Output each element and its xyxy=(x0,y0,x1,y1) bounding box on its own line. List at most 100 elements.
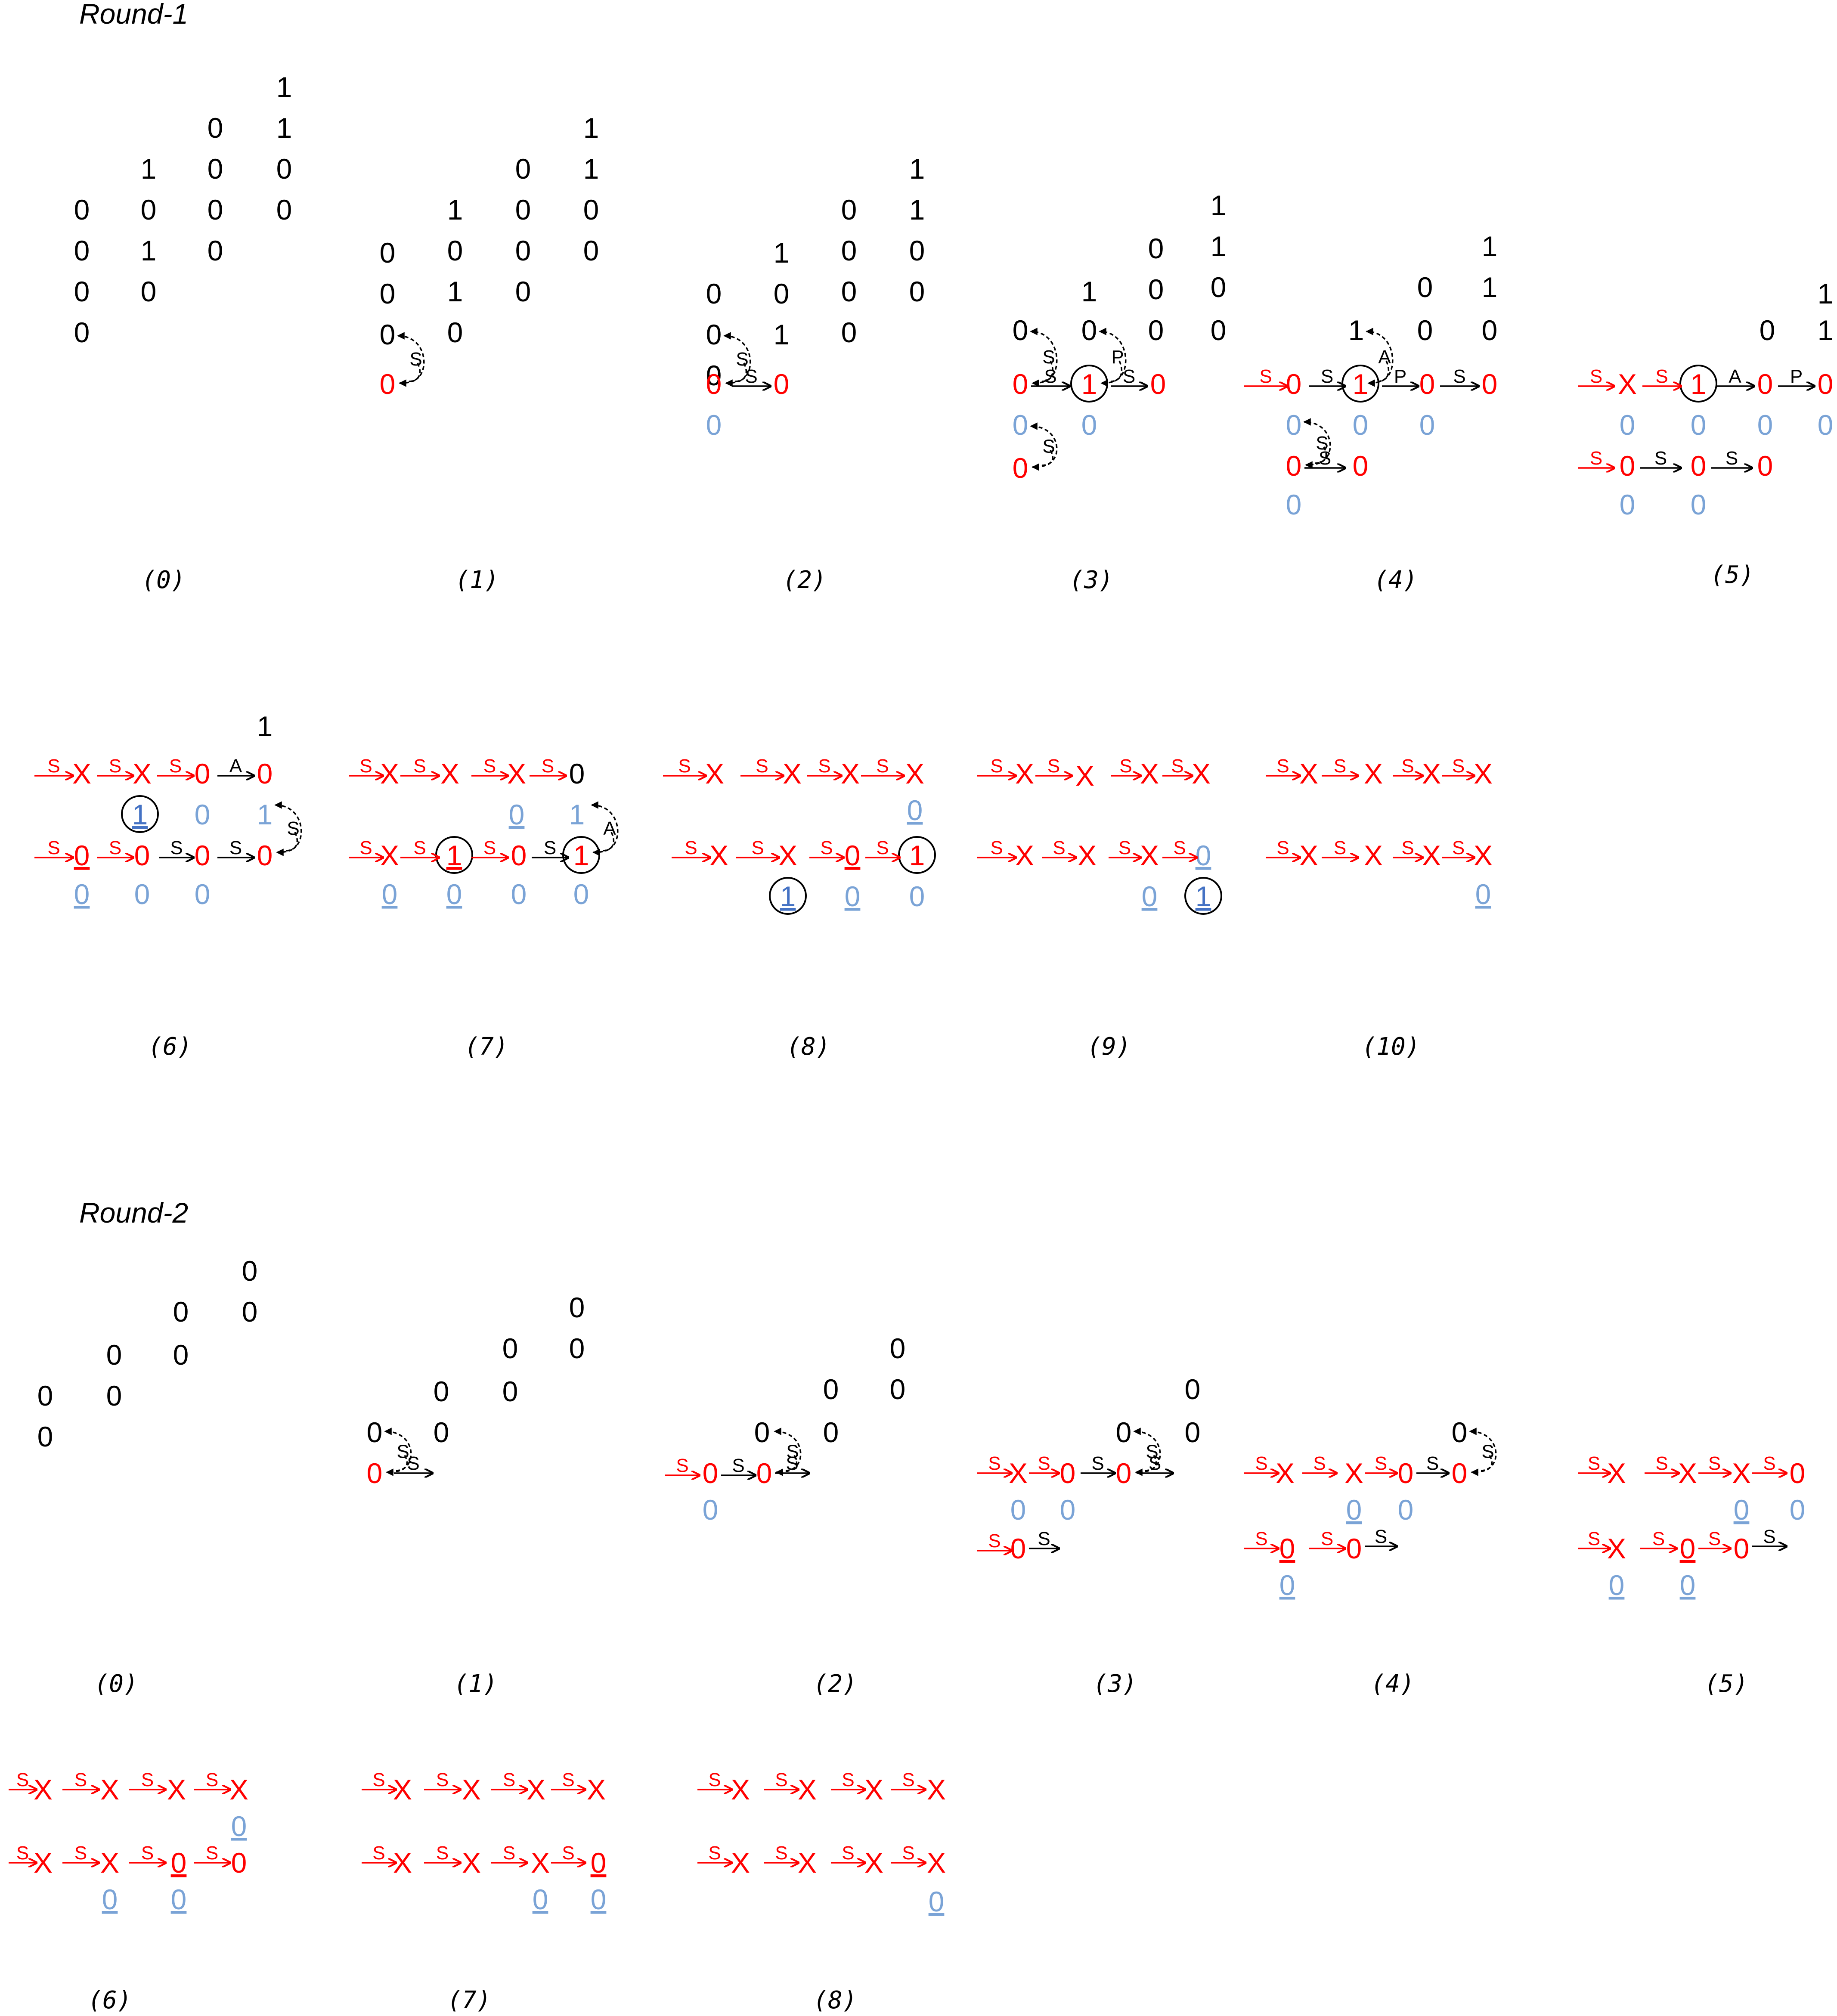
bit-cell: 0 xyxy=(195,878,211,910)
bit-cell: 0 xyxy=(1346,1533,1362,1564)
shift-label: S xyxy=(708,1769,721,1790)
bit-cell: 0 xyxy=(74,235,90,266)
bit-cell: 0 xyxy=(382,878,398,910)
shift-label: S xyxy=(1321,1528,1333,1549)
bit-cell: 0 xyxy=(1620,489,1636,520)
bit-cell: 0 xyxy=(909,880,925,912)
shift-label: S xyxy=(413,837,426,858)
bit-cell: 0 xyxy=(1150,368,1166,400)
bit-cell: 1 xyxy=(276,71,292,103)
bit-cell: 0 xyxy=(208,112,223,144)
bit-cell: X xyxy=(1192,758,1211,790)
bit-cell: 0 xyxy=(511,839,527,871)
bit-cell: 0 xyxy=(502,1375,518,1407)
shift-label: S xyxy=(1652,1528,1665,1549)
shift-label: S xyxy=(1588,1453,1600,1474)
shift-label: S xyxy=(1763,1526,1775,1547)
bit-cell: 0 xyxy=(1148,273,1164,305)
bit-cell: 1 xyxy=(1081,276,1097,307)
loop-arrow xyxy=(274,801,302,852)
bit-cell: 0 xyxy=(1680,1569,1696,1601)
bit-cell: 1 xyxy=(909,153,925,185)
bit-cell: X xyxy=(1140,839,1159,871)
shift-label: S xyxy=(988,1530,1001,1551)
shift-label: S xyxy=(562,1843,574,1864)
bit-cell: 0 xyxy=(257,839,273,871)
bit-cell: 0 xyxy=(1790,1457,1806,1489)
bit-cell: 0 xyxy=(380,368,396,400)
bit-cell: X xyxy=(380,758,399,790)
bit-cell: 1 xyxy=(1081,368,1097,400)
bit-cell: X xyxy=(587,1774,606,1805)
bit-cell: X xyxy=(778,839,797,871)
shift-label: S xyxy=(1590,448,1602,469)
shift-label: S xyxy=(1725,448,1738,469)
bit-cell: 0 xyxy=(1148,232,1164,264)
bit-cell: 1 xyxy=(1348,314,1364,346)
bit-cell: 0 xyxy=(195,839,211,871)
shift-label: S xyxy=(397,1441,409,1462)
bit-cell: 0 xyxy=(569,1332,585,1364)
shift-label: S xyxy=(1453,366,1465,387)
shift-label: S xyxy=(483,756,496,777)
bit-cell: 0 xyxy=(1734,1494,1750,1526)
round-1-step-caption: (9) xyxy=(1087,1033,1131,1061)
bit-cell: 0 xyxy=(591,1847,607,1879)
bit-cell: 0 xyxy=(231,1810,247,1842)
bit-cell: X xyxy=(462,1774,481,1805)
bit-cell: 0 xyxy=(380,278,396,310)
loop-arrow xyxy=(386,1455,408,1476)
bit-cell: 1 xyxy=(1818,278,1834,310)
shift-label: S xyxy=(676,1455,688,1476)
loop-arrow xyxy=(1471,1455,1493,1476)
bit-cell: 0 xyxy=(1081,409,1097,441)
bit-cell: 0 xyxy=(1196,839,1211,871)
shift-label: S xyxy=(47,756,60,777)
shift-label: S xyxy=(775,1769,787,1790)
bit-cell: 0 xyxy=(841,316,857,348)
bit-cell: 0 xyxy=(823,1373,839,1405)
round-2-step-caption: (2) xyxy=(813,1670,857,1698)
shift-label: S xyxy=(1255,1453,1267,1474)
bit-cell: X xyxy=(72,758,91,790)
bit-cell: X xyxy=(1299,758,1318,790)
shift-label: S xyxy=(562,1769,574,1790)
shift-label: S xyxy=(141,1843,154,1864)
shift-label: S xyxy=(1321,366,1333,387)
focus-circle xyxy=(1184,877,1222,915)
bit-cell: 1 xyxy=(583,153,599,185)
bit-cell: X xyxy=(527,1774,545,1805)
bit-cell: 0 xyxy=(1010,1494,1026,1526)
bit-cell: 1 xyxy=(132,799,148,830)
shift-label: S xyxy=(708,1843,721,1864)
bit-cell: 1 xyxy=(1211,230,1227,262)
bit-cell: 0 xyxy=(1148,314,1164,346)
shift-label: S xyxy=(206,1843,218,1864)
bit-cell: X xyxy=(864,1774,883,1805)
shift-label: S xyxy=(1319,448,1331,469)
bit-cell: 0 xyxy=(1211,314,1227,346)
bit-cell: 0 xyxy=(1452,1457,1468,1489)
bit-cell: X xyxy=(709,839,728,871)
bit-cell: 0 xyxy=(1757,368,1773,400)
shift-label: S xyxy=(359,837,372,858)
shift-label: S xyxy=(902,1769,914,1790)
bit-cell: 0 xyxy=(106,1380,122,1412)
shift-label: S xyxy=(74,1843,87,1864)
bit-cell: 0 xyxy=(706,319,722,350)
bit-cell: 0 xyxy=(1013,452,1028,484)
bit-cell: 0 xyxy=(1482,368,1498,400)
bit-cell: 0 xyxy=(1790,1494,1806,1526)
bit-cell: 1 xyxy=(141,153,157,185)
bit-cell: 0 xyxy=(583,194,599,226)
shift-label: S xyxy=(409,349,422,370)
propagate-label: P xyxy=(1790,366,1803,387)
bit-cell: 0 xyxy=(515,153,531,185)
bit-cell: 1 xyxy=(1691,368,1707,400)
shift-label: S xyxy=(483,837,496,858)
shift-label: S xyxy=(372,1769,385,1790)
bit-cell: 0 xyxy=(1013,368,1028,400)
shift-label: S xyxy=(988,1453,1001,1474)
shift-label: S xyxy=(109,756,121,777)
bit-cell: 0 xyxy=(276,194,292,226)
